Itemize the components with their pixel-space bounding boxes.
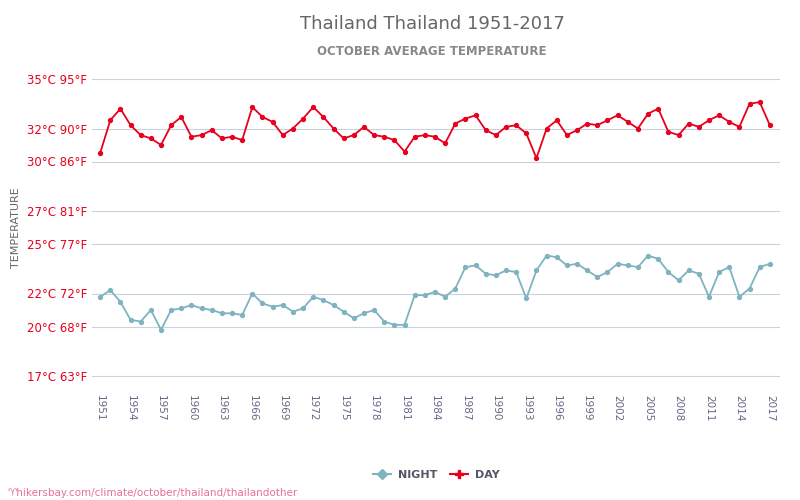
NIGHT	[765, 261, 774, 267]
NIGHT	[95, 294, 105, 300]
DAY	[613, 112, 622, 118]
DAY	[146, 136, 156, 141]
DAY	[532, 155, 542, 161]
NIGHT	[623, 262, 633, 268]
DAY	[765, 122, 774, 128]
DAY	[95, 150, 105, 156]
Text: OCTOBER AVERAGE TEMPERATURE: OCTOBER AVERAGE TEMPERATURE	[318, 45, 546, 58]
DAY	[714, 112, 724, 118]
NIGHT	[186, 302, 196, 308]
DAY	[370, 132, 379, 138]
NIGHT	[146, 307, 156, 313]
NIGHT	[156, 327, 166, 333]
NIGHT	[379, 318, 389, 324]
NIGHT	[410, 292, 419, 298]
Line: NIGHT: NIGHT	[98, 254, 772, 332]
NIGHT	[542, 252, 551, 258]
Y-axis label: TEMPERATURE: TEMPERATURE	[11, 187, 22, 268]
DAY	[177, 114, 186, 120]
Legend: NIGHT, DAY: NIGHT, DAY	[368, 464, 504, 485]
NIGHT	[725, 264, 734, 270]
Text: Thailand Thailand 1951-2017: Thailand Thailand 1951-2017	[299, 15, 565, 33]
Text: ♈hikersbay.com/climate/october/thailand/thailandother: ♈hikersbay.com/climate/october/thailand/…	[8, 488, 298, 498]
DAY	[400, 148, 410, 154]
Line: DAY: DAY	[98, 100, 772, 160]
DAY	[755, 99, 765, 105]
